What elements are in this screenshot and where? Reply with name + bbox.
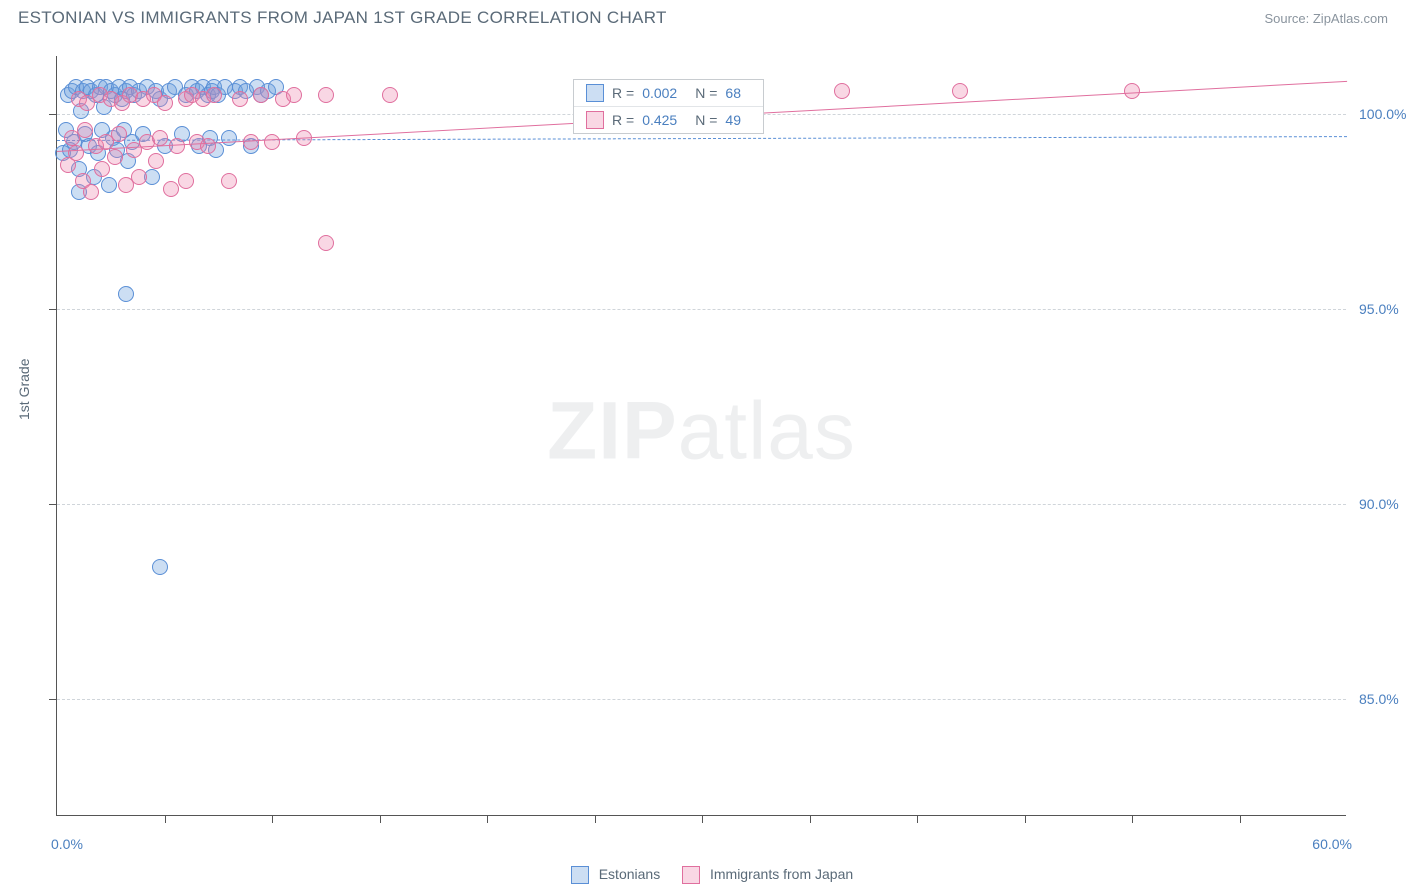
chart-container: ZIPatlas 85.0%90.0%95.0%100.0%0.0%60.0%R… (56, 56, 1346, 816)
scatter-point (221, 173, 237, 189)
scatter-point (107, 149, 123, 165)
x-min-label: 0.0% (51, 836, 83, 852)
scatter-point (286, 87, 302, 103)
scatter-point (83, 184, 99, 200)
scatter-point (264, 134, 280, 150)
scatter-point (834, 83, 850, 99)
y-tick (49, 504, 57, 505)
r-label: R = (612, 112, 634, 128)
scatter-point (221, 130, 237, 146)
y-tick-label: 85.0% (1359, 691, 1399, 707)
y-tick (49, 699, 57, 700)
x-tick (1025, 815, 1026, 823)
y-tick-label: 90.0% (1359, 496, 1399, 512)
legend-label-japan: Immigrants from Japan (710, 866, 853, 882)
correlation-legend: R = 0.002 N = 68 R = 0.425 N = 49 (573, 79, 764, 134)
scatter-point (131, 169, 147, 185)
plot-area: ZIPatlas 85.0%90.0%95.0%100.0%0.0%60.0%R… (56, 56, 1346, 816)
r-value: 0.002 (642, 85, 677, 101)
scatter-point (111, 126, 127, 142)
x-tick (810, 815, 811, 823)
n-label: N = (695, 112, 717, 128)
bottom-legend: Estonians Immigrants from Japan (0, 866, 1406, 884)
gridline-h (57, 309, 1346, 310)
scatter-point (148, 153, 164, 169)
scatter-point (68, 145, 84, 161)
scatter-point (952, 83, 968, 99)
y-axis-label: 1st Grade (16, 359, 32, 420)
legend-swatch (586, 84, 604, 102)
x-max-label: 60.0% (1312, 836, 1352, 852)
legend-swatch-japan (682, 866, 700, 884)
scatter-point (1124, 83, 1140, 99)
scatter-point (152, 559, 168, 575)
correlation-legend-row: R = 0.002 N = 68 (574, 80, 763, 107)
n-value: 68 (725, 85, 741, 101)
scatter-point (94, 161, 110, 177)
watermark: ZIPatlas (547, 384, 856, 478)
x-tick (917, 815, 918, 823)
gridline-h (57, 504, 1346, 505)
x-tick (1132, 815, 1133, 823)
scatter-point (253, 87, 269, 103)
scatter-point (232, 91, 248, 107)
legend-swatch (586, 111, 604, 129)
scatter-point (318, 235, 334, 251)
x-tick (702, 815, 703, 823)
chart-title: ESTONIAN VS IMMIGRANTS FROM JAPAN 1ST GR… (18, 8, 667, 28)
scatter-point (118, 286, 134, 302)
x-tick (1240, 815, 1241, 823)
legend-label-estonians: Estonians (599, 866, 660, 882)
y-tick-label: 100.0% (1359, 106, 1406, 122)
x-tick (487, 815, 488, 823)
x-tick (272, 815, 273, 823)
x-tick (595, 815, 596, 823)
scatter-point (152, 130, 168, 146)
scatter-point (77, 122, 93, 138)
scatter-point (101, 177, 117, 193)
scatter-point (206, 87, 222, 103)
x-tick (165, 815, 166, 823)
x-tick (380, 815, 381, 823)
r-label: R = (612, 85, 634, 101)
scatter-point (200, 138, 216, 154)
correlation-legend-row: R = 0.425 N = 49 (574, 107, 763, 133)
gridline-h (57, 699, 1346, 700)
scatter-point (318, 87, 334, 103)
scatter-point (382, 87, 398, 103)
source-label: Source: ZipAtlas.com (1264, 11, 1388, 26)
y-tick (49, 114, 57, 115)
scatter-point (157, 95, 173, 111)
y-tick (49, 309, 57, 310)
n-value: 49 (725, 112, 741, 128)
scatter-point (163, 181, 179, 197)
r-value: 0.425 (642, 112, 677, 128)
legend-swatch-estonians (571, 866, 589, 884)
scatter-point (178, 173, 194, 189)
n-label: N = (695, 85, 717, 101)
y-tick-label: 95.0% (1359, 301, 1399, 317)
